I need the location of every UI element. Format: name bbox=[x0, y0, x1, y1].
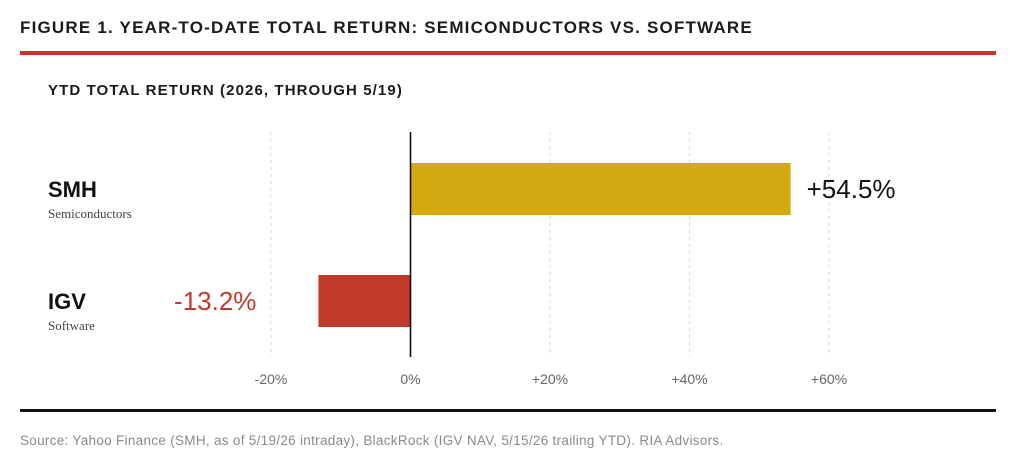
source-note: Source: Yahoo Finance (SMH, as of 5/19/2… bbox=[20, 433, 724, 448]
bottom-rule bbox=[20, 409, 996, 412]
x-tick-label: +20% bbox=[532, 371, 568, 387]
figure-title: FIGURE 1. YEAR-TO-DATE TOTAL RETURN: SEM… bbox=[20, 18, 753, 37]
category-label: IGV bbox=[48, 289, 86, 314]
x-tick-label: +40% bbox=[671, 371, 707, 387]
x-tick-label: 0% bbox=[400, 371, 420, 387]
bar-chart: -20% 0% +20% +40% +60% SMH Semiconductors +54.5… bbox=[48, 132, 896, 387]
value-label: -13.2% bbox=[174, 286, 256, 316]
x-tick-label: -20% bbox=[255, 371, 288, 387]
category-sublabel: Semiconductors bbox=[48, 206, 132, 221]
chart-title: YTD TOTAL RETURN (2026, THROUGH 5/19) bbox=[48, 82, 403, 99]
category-sublabel: Software bbox=[48, 318, 95, 333]
bar-igv bbox=[318, 275, 411, 327]
bar-smh bbox=[410, 163, 791, 215]
x-tick-label: +60% bbox=[811, 371, 847, 387]
title-rule bbox=[20, 51, 996, 55]
value-label: +54.5% bbox=[807, 174, 896, 204]
category-label: SMH bbox=[48, 177, 97, 202]
